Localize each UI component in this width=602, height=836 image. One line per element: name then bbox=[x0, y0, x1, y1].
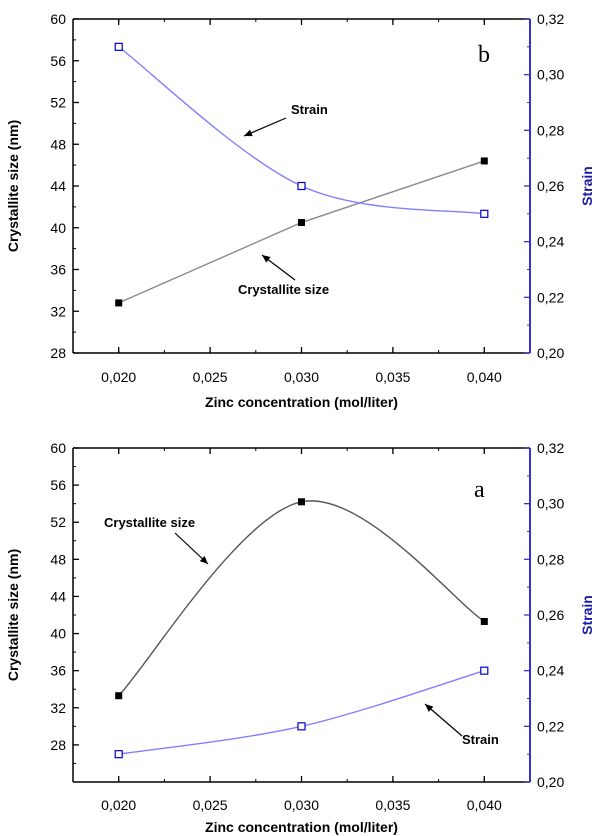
annotation-label: Crystallite size bbox=[238, 282, 329, 297]
y-tick-label: 56 bbox=[50, 477, 66, 493]
y-tick-label: 28 bbox=[50, 345, 66, 361]
x-tick-label: 0,020 bbox=[101, 369, 136, 385]
data-point bbox=[114, 42, 123, 51]
annotation-label: Strain bbox=[462, 732, 499, 747]
y-tick-label: 40 bbox=[50, 626, 66, 642]
y2-tick-label: 0,24 bbox=[537, 663, 564, 679]
x-tick-label: 0,035 bbox=[375, 797, 410, 813]
y2-axis-label: Strain bbox=[579, 166, 595, 206]
y-axis-label: Crystallite size (nm) bbox=[5, 549, 21, 681]
x-tick-label: 0,030 bbox=[284, 797, 319, 813]
y2-tick-label: 0,28 bbox=[537, 551, 564, 567]
annotation-label: Crystallite size bbox=[104, 515, 195, 530]
y-tick-label: 48 bbox=[50, 551, 66, 567]
y-tick-label: 56 bbox=[50, 53, 66, 69]
x-tick-label: 0,040 bbox=[467, 369, 502, 385]
y-axis-label: Crystallite size (nm) bbox=[5, 120, 21, 252]
series-line bbox=[118, 669, 485, 755]
x-tick-label: 0,025 bbox=[193, 369, 228, 385]
data-point bbox=[115, 299, 123, 307]
data-point bbox=[115, 692, 123, 700]
data-point bbox=[297, 722, 306, 731]
data-point bbox=[480, 666, 489, 675]
y2-tick-label: 0,22 bbox=[537, 289, 564, 305]
y-tick-label: 36 bbox=[50, 262, 66, 278]
y2-tick-label: 0,24 bbox=[537, 234, 564, 250]
data-point bbox=[480, 617, 488, 625]
y-tick-label: 28 bbox=[50, 737, 66, 753]
annotation-arrowhead bbox=[262, 255, 271, 263]
y2-tick-label: 0,28 bbox=[537, 122, 564, 138]
annotation-arrowhead bbox=[425, 704, 434, 712]
panel-label: a bbox=[474, 477, 485, 503]
y2-tick-label: 0,26 bbox=[537, 178, 564, 194]
y2-axis-label: Strain bbox=[579, 595, 595, 635]
y2-tick-label: 0,32 bbox=[537, 440, 564, 456]
data-point bbox=[114, 750, 123, 759]
y2-tick-label: 0,30 bbox=[537, 67, 564, 83]
y-tick-label: 36 bbox=[50, 663, 66, 679]
series-crystallite-size bbox=[115, 157, 488, 307]
y-tick-label: 32 bbox=[50, 700, 66, 716]
x-axis-label: Zinc concentration (mol/liter) bbox=[205, 819, 398, 835]
y2-tick-label: 0,22 bbox=[537, 718, 564, 734]
chart-panel-a: 0,020 0,025 0,030 0,035 0,040 28 32 36 40 44 48 52 5… bbox=[5, 440, 595, 835]
y-tick-label: 60 bbox=[50, 11, 66, 27]
x-tick-label: 0,030 bbox=[284, 369, 319, 385]
y2-tick-label: 0,30 bbox=[537, 496, 564, 512]
annotation-label: Strain bbox=[291, 102, 328, 117]
x-tick-label: 0,035 bbox=[375, 369, 410, 385]
annotation-arrow bbox=[424, 703, 463, 737]
y2-tick-label: 0,20 bbox=[537, 345, 564, 361]
y-tick-label: 48 bbox=[50, 136, 66, 152]
data-point bbox=[298, 498, 305, 506]
x-tick-label: 0,040 bbox=[467, 797, 502, 813]
panel-label: b bbox=[478, 42, 490, 68]
y-tick-label: 52 bbox=[50, 514, 66, 530]
data-point bbox=[297, 181, 306, 191]
y-tick-label: 60 bbox=[50, 440, 66, 456]
y-tick-label: 52 bbox=[50, 95, 66, 111]
data-point bbox=[298, 219, 305, 227]
annotation-arrowhead bbox=[244, 129, 253, 137]
series-strain bbox=[114, 666, 489, 759]
y2-tick-label: 0,20 bbox=[537, 774, 564, 790]
chart-panel-b: 0,020 0,025 0,030 0,035 0,040 28 32 36 40 44 48 52 5… bbox=[5, 11, 595, 410]
y2-tick-label: 0,26 bbox=[537, 607, 564, 623]
x-axis-label: Zinc concentration (mol/liter) bbox=[205, 394, 398, 410]
y-tick-label: 40 bbox=[50, 220, 66, 236]
series-crystallite-size bbox=[115, 498, 488, 700]
data-point bbox=[480, 209, 489, 218]
y-tick-label: 44 bbox=[50, 588, 66, 604]
x-tick-label: 0,020 bbox=[101, 797, 136, 813]
series-line bbox=[118, 500, 485, 697]
series-strain bbox=[114, 42, 489, 218]
y2-tick-label: 0,32 bbox=[537, 11, 564, 27]
data-point bbox=[480, 157, 488, 165]
y-tick-label: 44 bbox=[50, 178, 66, 194]
x-tick-label: 0,025 bbox=[193, 797, 228, 813]
y-tick-label: 32 bbox=[50, 303, 66, 319]
annotation-arrowhead bbox=[199, 555, 208, 564]
